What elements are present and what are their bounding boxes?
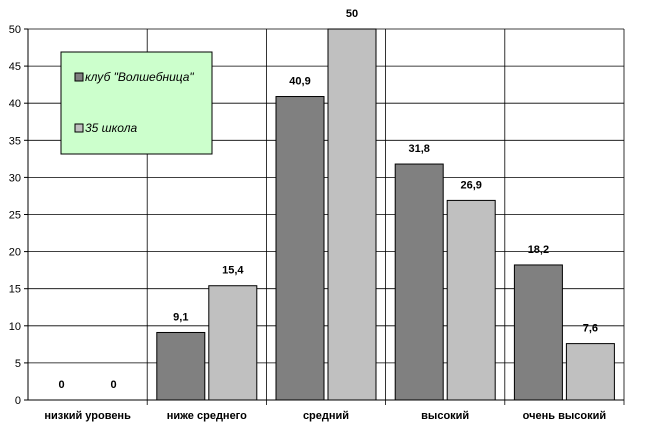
y-tick-label: 15 [9, 284, 21, 296]
data-label: 7,6 [583, 323, 598, 335]
bars [156, 28, 615, 401]
data-label: 50 [346, 8, 358, 20]
category-label: высокий [421, 410, 469, 422]
bar-shkola [565, 343, 615, 401]
category-label: средний [303, 410, 349, 422]
category-label: ниже среднего [167, 410, 247, 422]
bar-shkola [446, 199, 496, 401]
legend-label-shkola: 35 школа [85, 121, 137, 135]
legend-swatch-shkola [74, 123, 84, 133]
y-tick-label: 0 [15, 395, 21, 407]
y-tick-label: 30 [9, 172, 21, 184]
bar-klub [275, 96, 325, 401]
legend: клуб "Волшебница" 35 школа [60, 51, 213, 155]
legend-label-klub: клуб "Волшебница" [85, 70, 194, 84]
legend-swatch-klub [74, 72, 84, 82]
y-tick-label: 25 [9, 210, 21, 222]
data-label: 18,2 [528, 244, 549, 256]
data-label: 31,8 [408, 143, 429, 155]
y-tick-label: 5 [15, 358, 21, 370]
data-label: 26,9 [460, 179, 481, 191]
bar-shkola [327, 28, 377, 401]
bar-klub [394, 163, 444, 401]
bar-klub [156, 331, 206, 401]
category-label: очень высокий [523, 410, 606, 422]
data-label: 0 [111, 379, 117, 391]
y-tick-label: 35 [9, 135, 21, 147]
bar-klub [513, 264, 563, 401]
data-label: 0 [59, 379, 65, 391]
category-label: низкий уровень [44, 410, 131, 422]
y-tick-label: 10 [9, 321, 21, 333]
bar-shkola [208, 285, 258, 401]
y-tick-label: 20 [9, 247, 21, 259]
y-tick-label: 40 [9, 98, 21, 110]
y-tick-label: 50 [9, 24, 21, 36]
data-label: 9,1 [173, 311, 188, 323]
legend-box [60, 51, 213, 155]
y-tick-label: 45 [9, 61, 21, 73]
data-label: 40,9 [289, 76, 310, 88]
data-labels: 0 9,1 40,9 31,8 18,2 0 15,4 50 26,9 7,6 [59, 8, 599, 391]
axes: 0 5 10 15 20 25 30 35 40 45 50 низкий уровень ниже с… [9, 24, 624, 422]
data-label: 15,4 [222, 265, 244, 277]
